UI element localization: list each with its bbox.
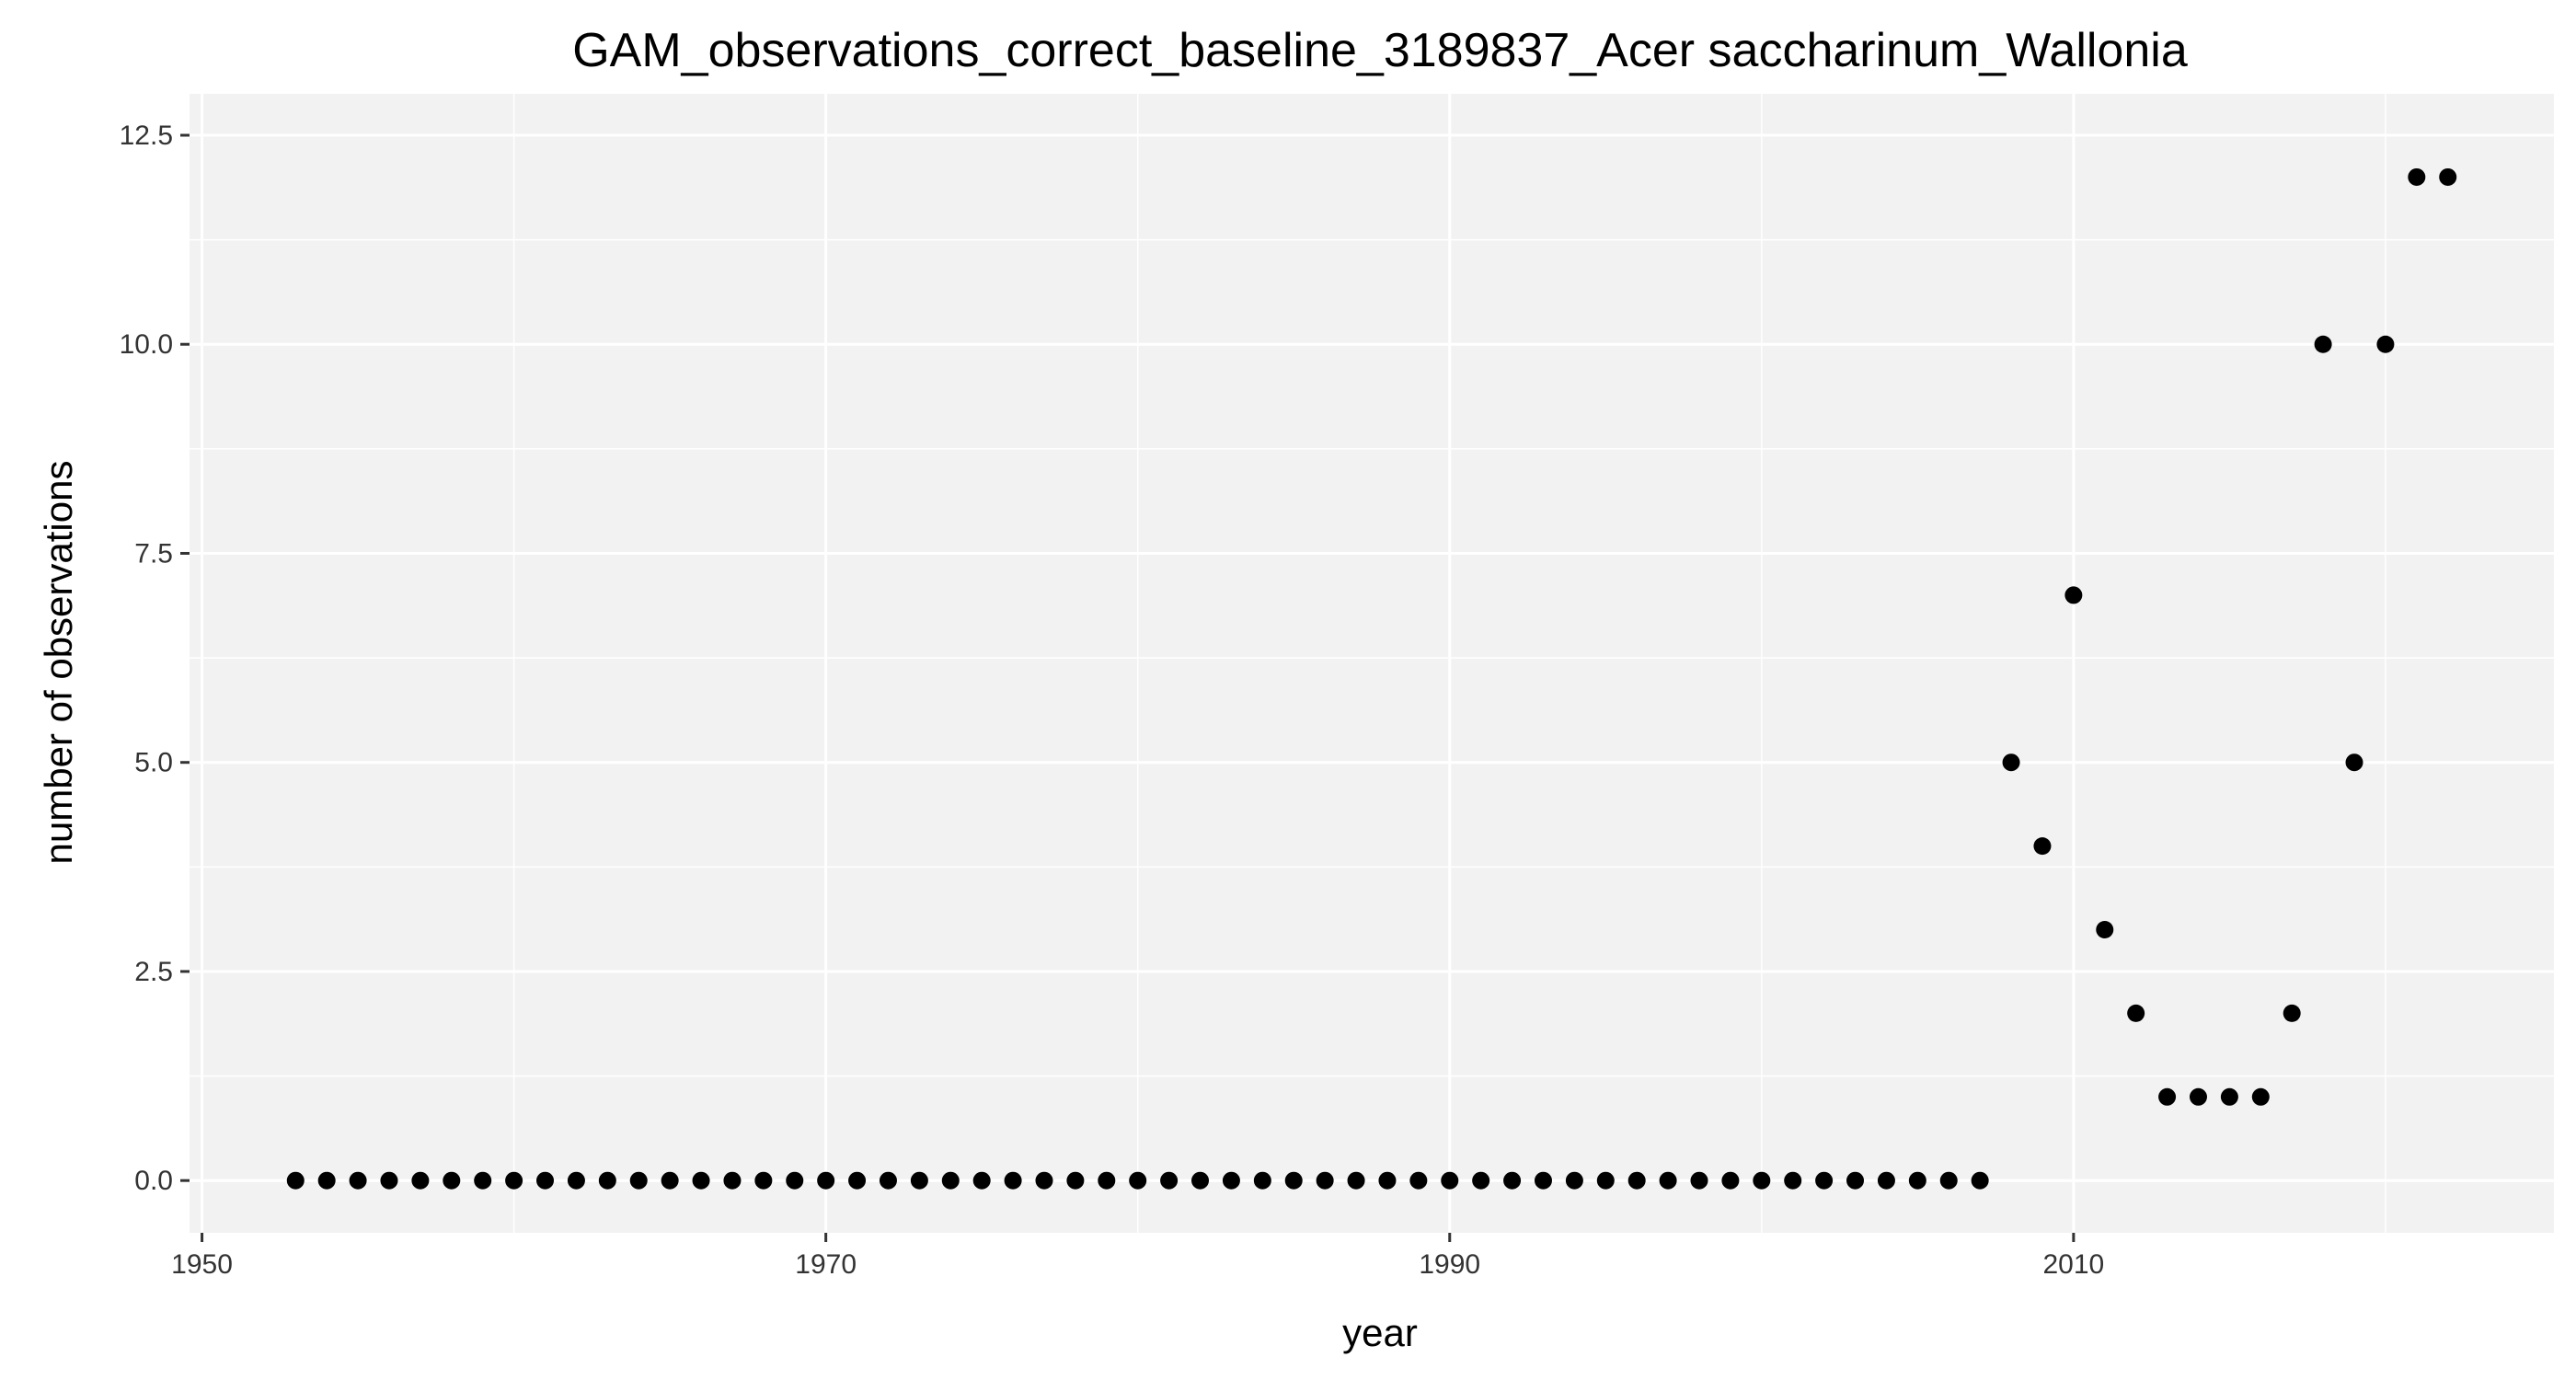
data-point (1253, 1171, 1271, 1190)
data-point (505, 1171, 523, 1190)
data-point (1815, 1171, 1834, 1190)
data-point (286, 1171, 305, 1190)
data-point (443, 1171, 461, 1190)
x-tick-label: 1990 (1419, 1249, 1480, 1280)
data-point (1846, 1171, 1865, 1190)
data-point (1378, 1171, 1397, 1190)
data-point (1191, 1171, 1210, 1190)
data-point (1877, 1171, 1895, 1190)
y-tick-label: 7.5 (134, 538, 173, 569)
data-point (1160, 1171, 1179, 1190)
x-axis-title: year (1342, 1311, 1418, 1354)
data-point (2033, 837, 2052, 856)
data-point (2314, 335, 2332, 353)
data-point (1098, 1171, 1116, 1190)
data-point (629, 1171, 648, 1190)
y-axis-title: number of observations (37, 461, 80, 865)
data-point (1565, 1171, 1583, 1190)
data-point (1596, 1171, 1615, 1190)
data-point (1690, 1171, 1708, 1190)
data-point (1441, 1171, 1459, 1190)
data-point (349, 1171, 367, 1190)
data-point (2064, 586, 2083, 604)
data-point (848, 1171, 867, 1190)
axis-ticks (180, 133, 2076, 1242)
data-point (1129, 1171, 1147, 1190)
data-point (972, 1171, 991, 1190)
data-point (1472, 1171, 1490, 1190)
data-point (2376, 335, 2395, 353)
data-point (380, 1171, 398, 1190)
y-tick-label: 10.0 (120, 329, 173, 360)
data-point (598, 1171, 616, 1190)
data-point (2158, 1087, 2177, 1106)
data-point (1939, 1171, 1958, 1190)
grid-minor-lines (190, 94, 2554, 1233)
data-point (1721, 1171, 1740, 1190)
data-point (2096, 921, 2114, 939)
data-point (1534, 1171, 1552, 1190)
data-point (1908, 1171, 1926, 1190)
data-point (754, 1171, 773, 1190)
data-point (2002, 753, 2020, 772)
data-point (2251, 1087, 2270, 1106)
data-point (1004, 1171, 1022, 1190)
x-tick-label: 1950 (171, 1249, 233, 1280)
data-point (1753, 1171, 1771, 1190)
data-point (2408, 167, 2426, 186)
data-point (317, 1171, 336, 1190)
y-tick-label: 2.5 (134, 957, 173, 987)
data-point (2345, 753, 2363, 772)
data-point (941, 1171, 960, 1190)
data-point (1222, 1171, 1240, 1190)
data-point (692, 1171, 710, 1190)
data-point (817, 1171, 835, 1190)
grid-major-lines (190, 94, 2554, 1233)
data-point (1409, 1171, 1428, 1190)
data-point (2127, 1004, 2145, 1022)
x-tick-label: 1970 (795, 1249, 857, 1280)
data-points (286, 167, 2457, 1190)
data-point (536, 1171, 555, 1190)
data-point (2189, 1087, 2207, 1106)
data-point (1659, 1171, 1677, 1190)
data-point (2439, 167, 2457, 186)
data-point (567, 1171, 585, 1190)
data-point (1627, 1171, 1646, 1190)
data-point (723, 1171, 742, 1190)
data-point (1784, 1171, 1802, 1190)
data-point (1347, 1171, 1365, 1190)
data-point (1284, 1171, 1303, 1190)
data-point (661, 1171, 679, 1190)
data-point (411, 1171, 430, 1190)
plot-panel (190, 94, 2554, 1233)
data-point (1971, 1171, 1989, 1190)
x-axis-tick-labels: 1950 1970 1990 2010 (171, 1249, 2104, 1280)
data-point (786, 1171, 804, 1190)
data-point (1035, 1171, 1053, 1190)
x-tick-label: 2010 (2042, 1249, 2104, 1280)
data-point (474, 1171, 492, 1190)
data-point (1066, 1171, 1085, 1190)
data-point (910, 1171, 928, 1190)
data-point (1316, 1171, 1334, 1190)
data-point (879, 1171, 897, 1190)
chart-title: GAM_observations_correct_baseline_318983… (572, 24, 2188, 77)
y-tick-label: 12.5 (120, 121, 173, 151)
y-axis-tick-labels: 0.0 2.5 5.0 7.5 10.0 12.5 (120, 121, 173, 1196)
data-point (1503, 1171, 1522, 1190)
data-point (2283, 1004, 2301, 1022)
data-point (2220, 1087, 2238, 1106)
y-tick-label: 0.0 (134, 1166, 173, 1196)
y-tick-label: 5.0 (134, 748, 173, 778)
